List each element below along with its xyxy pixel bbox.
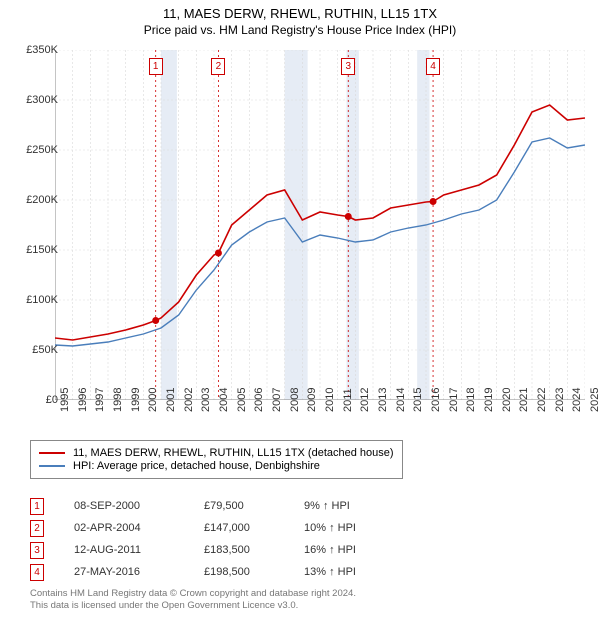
x-axis-label: 2008 (289, 388, 301, 412)
x-axis-label: 2024 (571, 388, 583, 412)
chart-sale-marker: 3 (341, 58, 355, 75)
x-axis-label: 2018 (465, 388, 477, 412)
sale-marker-3: 3 (30, 542, 44, 559)
table-row: 2 02-APR-2004 £147,000 10% ↑ HPI (30, 517, 424, 539)
chart-sale-marker: 4 (426, 58, 440, 75)
x-axis-label: 2007 (271, 388, 283, 412)
x-axis-label: 2023 (554, 388, 566, 412)
y-axis-label: £200K (8, 194, 58, 206)
sale-date: 27-MAY-2016 (74, 566, 204, 578)
x-axis-label: 2014 (395, 388, 407, 412)
sale-marker-4: 4 (30, 564, 44, 581)
x-axis-label: 2022 (536, 388, 548, 412)
x-axis-label: 1996 (77, 388, 89, 412)
legend-swatch-hpi (39, 465, 65, 467)
legend-item-hpi: HPI: Average price, detached house, Denb… (39, 460, 394, 472)
sale-date: 12-AUG-2011 (74, 544, 204, 556)
sale-pct: 10% ↑ HPI (304, 522, 424, 534)
sale-price: £198,500 (204, 566, 304, 578)
x-axis-label: 1999 (130, 388, 142, 412)
chart-svg (55, 50, 585, 400)
x-axis-label: 2002 (183, 388, 195, 412)
chart-sale-marker: 2 (211, 58, 225, 75)
table-row: 1 08-SEP-2000 £79,500 9% ↑ HPI (30, 495, 424, 517)
sale-price: £79,500 (204, 500, 304, 512)
x-axis-label: 2010 (324, 388, 336, 412)
sale-price: £147,000 (204, 522, 304, 534)
sale-date: 08-SEP-2000 (74, 500, 204, 512)
sale-pct: 13% ↑ HPI (304, 566, 424, 578)
footer-line1: Contains HM Land Registry data © Crown c… (30, 588, 356, 600)
footer-line2: This data is licensed under the Open Gov… (30, 600, 356, 612)
sale-marker-1: 1 (30, 498, 44, 515)
x-axis-label: 2000 (147, 388, 159, 412)
x-axis-label: 1995 (59, 388, 71, 412)
x-axis-label: 2020 (501, 388, 513, 412)
x-axis-label: 2017 (448, 388, 460, 412)
y-axis-label: £300K (8, 94, 58, 106)
x-axis-label: 2009 (306, 388, 318, 412)
chart-plot-area (55, 50, 585, 400)
x-axis-label: 2006 (253, 388, 265, 412)
x-axis-label: 2003 (200, 388, 212, 412)
x-axis-label: 2021 (518, 388, 530, 412)
x-axis-label: 2005 (236, 388, 248, 412)
x-axis-label: 2025 (589, 388, 600, 412)
y-axis-label: £250K (8, 144, 58, 156)
x-axis-label: 2001 (165, 388, 177, 412)
legend-swatch-property (39, 452, 65, 454)
legend-label-hpi: HPI: Average price, detached house, Denb… (73, 460, 320, 472)
x-axis-label: 2019 (483, 388, 495, 412)
sale-pct: 9% ↑ HPI (304, 500, 424, 512)
sale-date: 02-APR-2004 (74, 522, 204, 534)
sale-pct: 16% ↑ HPI (304, 544, 424, 556)
table-row: 3 12-AUG-2011 £183,500 16% ↑ HPI (30, 539, 424, 561)
table-row: 4 27-MAY-2016 £198,500 13% ↑ HPI (30, 561, 424, 583)
legend-label-property: 11, MAES DERW, RHEWL, RUTHIN, LL15 1TX (… (73, 447, 394, 459)
chart-title-block: 11, MAES DERW, RHEWL, RUTHIN, LL15 1TX P… (0, 0, 600, 37)
x-axis-label: 1997 (94, 388, 106, 412)
sale-marker-2: 2 (30, 520, 44, 537)
sales-table: 1 08-SEP-2000 £79,500 9% ↑ HPI 2 02-APR-… (30, 495, 424, 583)
x-axis-label: 1998 (112, 388, 124, 412)
title-line2: Price paid vs. HM Land Registry's House … (0, 23, 600, 37)
y-axis-label: £350K (8, 44, 58, 56)
legend: 11, MAES DERW, RHEWL, RUTHIN, LL15 1TX (… (30, 440, 403, 479)
title-line1: 11, MAES DERW, RHEWL, RUTHIN, LL15 1TX (0, 6, 600, 21)
y-axis-label: £100K (8, 294, 58, 306)
x-axis-label: 2011 (342, 388, 354, 412)
sale-price: £183,500 (204, 544, 304, 556)
footer: Contains HM Land Registry data © Crown c… (30, 588, 356, 613)
chart-sale-marker: 1 (149, 58, 163, 75)
x-axis-label: 2015 (412, 388, 424, 412)
legend-item-property: 11, MAES DERW, RHEWL, RUTHIN, LL15 1TX (… (39, 447, 394, 459)
y-axis-label: £0 (8, 394, 58, 406)
x-axis-label: 2012 (359, 388, 371, 412)
x-axis-label: 2013 (377, 388, 389, 412)
x-axis-label: 2004 (218, 388, 230, 412)
x-axis-label: 2016 (430, 388, 442, 412)
y-axis-label: £150K (8, 244, 58, 256)
y-axis-label: £50K (8, 344, 58, 356)
